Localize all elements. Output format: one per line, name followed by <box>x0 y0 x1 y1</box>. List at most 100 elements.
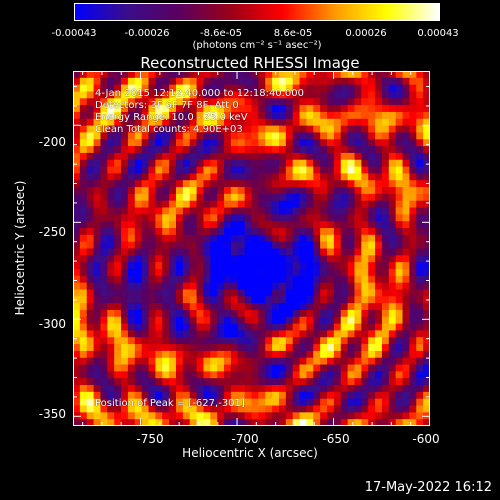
heatmap-cell <box>203 214 211 222</box>
heatmap-cell <box>107 282 115 290</box>
heatmap-cell <box>265 207 273 215</box>
heatmap-cell <box>127 98 136 106</box>
heatmap-cell <box>175 303 184 311</box>
heatmap-cell <box>354 364 362 372</box>
heatmap-cell <box>169 378 177 386</box>
heatmap-cell <box>409 296 417 304</box>
heatmap-cell <box>100 405 108 413</box>
heatmap-cell <box>402 193 410 202</box>
heatmap-cell <box>340 228 349 236</box>
heatmap-cell <box>230 193 239 202</box>
heatmap-cell <box>388 337 397 345</box>
heatmap-cell <box>251 357 259 365</box>
heatmap-cell <box>114 357 122 365</box>
heatmap-cell <box>127 214 136 222</box>
heatmap-cell <box>217 228 225 236</box>
heatmap-cell <box>416 378 424 386</box>
heatmap-cell <box>196 84 204 92</box>
heatmap-cell <box>141 166 149 174</box>
heatmap-cell <box>114 187 122 195</box>
heatmap-cell <box>155 193 163 202</box>
heatmap-cell <box>375 200 383 208</box>
heatmap-cell <box>265 71 273 79</box>
heatmap-cell <box>79 146 88 154</box>
heatmap-cell <box>169 398 177 406</box>
heatmap-cell <box>313 139 321 147</box>
heatmap-cell <box>402 98 410 106</box>
heatmap-cell <box>217 146 225 154</box>
heatmap-cell <box>416 200 424 208</box>
heatmap-cell <box>210 111 218 120</box>
heatmap-cell <box>327 221 335 229</box>
heatmap-cell <box>121 262 129 270</box>
heatmap-cell <box>182 296 191 304</box>
heatmap-cell <box>395 282 403 290</box>
heatmap-cell <box>217 364 225 372</box>
heatmap-cell <box>278 105 287 113</box>
heatmap-cell <box>100 214 108 222</box>
heatmap-cell <box>134 391 143 400</box>
heatmap-cell <box>272 303 280 311</box>
heatmap-cell <box>141 84 149 92</box>
heatmap-cell <box>333 132 342 140</box>
heatmap-cell <box>182 187 191 195</box>
heatmap-cell <box>388 350 397 359</box>
heatmap-cell <box>182 77 191 86</box>
heatmap-cell <box>292 398 300 406</box>
heatmap-cell <box>86 255 94 263</box>
heatmap-cell <box>375 405 383 413</box>
heatmap-cell <box>210 323 218 331</box>
heatmap-cell <box>162 125 170 133</box>
heatmap-cell <box>107 248 115 256</box>
heatmap-cell <box>237 337 246 345</box>
heatmap-cell <box>224 221 232 229</box>
heatmap-cell <box>244 173 252 181</box>
heatmap-cell <box>333 193 342 202</box>
heatmap-cell <box>121 391 129 400</box>
heatmap-cell <box>292 255 300 263</box>
heatmap-cell <box>141 350 149 359</box>
heatmap-cell <box>107 234 115 243</box>
heatmap-cell <box>416 309 424 318</box>
heatmap-cell <box>148 132 156 140</box>
heatmap-cell <box>265 391 273 400</box>
heatmap-cell <box>189 125 197 133</box>
heatmap-cell <box>244 337 252 345</box>
heatmap-cell <box>169 105 177 113</box>
heatmap-cell <box>127 111 136 120</box>
heatmap-cell <box>320 296 328 304</box>
heatmap-cell <box>327 323 335 331</box>
heatmap-cell <box>395 378 403 386</box>
heatmap-cell <box>251 398 259 406</box>
heatmap-cell <box>375 84 383 92</box>
heatmap-cell <box>381 71 390 79</box>
heatmap-cell <box>395 234 403 243</box>
heatmap-cell <box>388 391 397 400</box>
heatmap-cell <box>306 132 314 140</box>
heatmap-cell <box>388 398 397 406</box>
heatmap-cell <box>278 255 287 263</box>
heatmap-cell <box>107 364 115 372</box>
heatmap-cell <box>388 316 397 324</box>
heatmap-cell <box>402 391 410 400</box>
heatmap-cell <box>175 330 184 338</box>
heatmap-cell <box>244 152 252 161</box>
heatmap-cell <box>217 412 225 420</box>
heatmap-cell <box>189 268 197 277</box>
heatmap-cell <box>107 146 115 154</box>
heatmap-cell <box>368 282 376 290</box>
heatmap-cell <box>141 125 149 133</box>
heatmap-cell <box>107 193 115 202</box>
heatmap-cell <box>361 180 369 188</box>
heatmap-cell <box>217 323 225 331</box>
heatmap-cell <box>388 248 397 256</box>
heatmap-cell <box>347 412 355 420</box>
heatmap-cell <box>114 385 122 393</box>
heatmap-cell <box>258 214 266 222</box>
heatmap-cell <box>395 337 403 345</box>
heatmap-cell <box>402 419 410 426</box>
heatmap-cell <box>100 330 108 338</box>
heatmap-cell <box>278 316 287 324</box>
heatmap-cell <box>182 173 191 181</box>
heatmap-cell <box>155 125 163 133</box>
